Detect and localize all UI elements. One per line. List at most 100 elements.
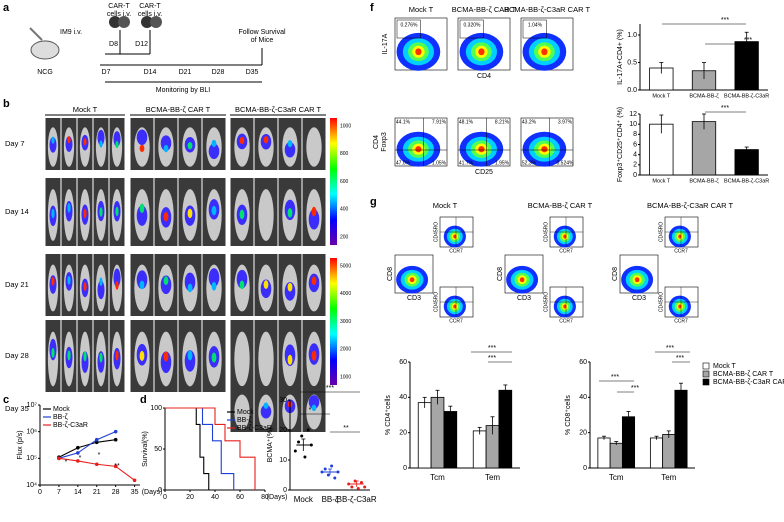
point (303, 455, 307, 459)
signal (99, 352, 103, 363)
legend-label: BCMA-BB-ζ CAR T (713, 371, 774, 378)
x-tick-label: 60 (236, 494, 244, 501)
x-tick-label: Mock T (652, 178, 671, 184)
label: BCMA-BB-ζ-C3aR CAR T (235, 105, 322, 114)
legend-label: BB-ζ (53, 414, 68, 421)
gate (396, 19, 421, 39)
signal (136, 205, 148, 226)
colorbar (330, 118, 337, 245)
legend-label: BB-ζ (237, 417, 252, 424)
label: Monitoring by BLI (156, 87, 211, 94)
signal (239, 209, 245, 220)
label: 200 (340, 234, 349, 240)
y-tick-label: 40 (579, 394, 587, 401)
label: 0.276% (401, 22, 419, 28)
label: Day 7 (5, 139, 25, 148)
label: CD3 (407, 295, 421, 302)
bar (597, 437, 611, 469)
signal (97, 280, 105, 300)
point (76, 451, 80, 455)
significance: *** (326, 385, 334, 392)
label: CAR-T (108, 3, 130, 10)
legend-label: BCMA-BB-ζ-C3aR CAR T (713, 379, 784, 386)
panel-label: f (370, 2, 374, 14)
signal (67, 350, 71, 361)
series-line (58, 431, 116, 459)
point (293, 449, 297, 453)
signal (184, 272, 196, 292)
signal (211, 281, 217, 291)
bar (472, 430, 487, 469)
density (519, 277, 525, 283)
point (76, 445, 80, 450)
signal (163, 144, 169, 153)
significance: * (79, 455, 82, 462)
signal (211, 205, 217, 216)
point (94, 462, 99, 467)
signal (187, 142, 193, 150)
density (541, 48, 548, 56)
legend-label: BB-ζ-C3aR (237, 425, 272, 432)
signal (163, 211, 169, 222)
point (356, 487, 360, 490)
label: CD45RO (658, 292, 664, 312)
point (330, 464, 334, 468)
label: D7 (102, 69, 111, 76)
y-tick-label: 10 (629, 121, 637, 128)
label: 400 (340, 207, 349, 213)
point (113, 464, 118, 469)
legend-swatch (702, 362, 710, 370)
signal (81, 351, 89, 373)
x-tick-label: Mock (294, 495, 314, 504)
y-tick-label: 1.0 (627, 32, 637, 39)
series-line (165, 407, 210, 490)
significance: *** (666, 345, 674, 352)
signal (284, 141, 296, 158)
significance: * (65, 459, 68, 466)
signal (115, 206, 119, 217)
signal (113, 268, 121, 288)
label: CCR7 (674, 318, 688, 324)
x-tick-label: 0 (38, 489, 42, 496)
y-tick-label: 0 (633, 172, 637, 179)
label: 43.2% (522, 119, 537, 125)
density (409, 277, 415, 283)
significance: *** (488, 345, 496, 352)
x-tick-label: 20 (186, 494, 194, 501)
x-tick-label: BCMA-BB-ζ (689, 178, 719, 184)
y-axis-label: BCMA⁺(%) (267, 428, 274, 463)
density (541, 146, 548, 153)
signal (115, 350, 119, 361)
legend-label: BB-ζ-C3aR (53, 422, 88, 429)
y-axis-label: IL-17A+CD4+ (%) (617, 29, 624, 85)
label: CD8 (497, 267, 504, 281)
signal (239, 280, 245, 290)
signal (67, 275, 71, 285)
y-tick-label: 0 (283, 487, 287, 494)
point (94, 440, 99, 445)
x-tick-label: Tem (661, 473, 676, 482)
label: D12 (135, 41, 148, 48)
label: CCR7 (559, 248, 573, 254)
signal (187, 350, 193, 361)
density (478, 146, 485, 153)
signal (67, 203, 71, 213)
density (415, 48, 422, 56)
label: CD8 (387, 267, 394, 281)
legend-swatch (702, 378, 710, 386)
point (320, 470, 324, 474)
signal (49, 137, 57, 153)
label: 1.05% (432, 160, 447, 166)
signal (287, 140, 293, 148)
label: 52.3% (522, 160, 537, 166)
x-tick-label: Tem (485, 473, 500, 482)
signal (287, 208, 293, 218)
significance: *** (611, 374, 619, 381)
legend-label: Mock (53, 406, 70, 413)
signal (160, 351, 172, 374)
label: 3.97% (558, 119, 573, 125)
label: cells i.v. (138, 11, 162, 18)
label: 7.91% (432, 119, 447, 125)
mouse (258, 189, 274, 241)
